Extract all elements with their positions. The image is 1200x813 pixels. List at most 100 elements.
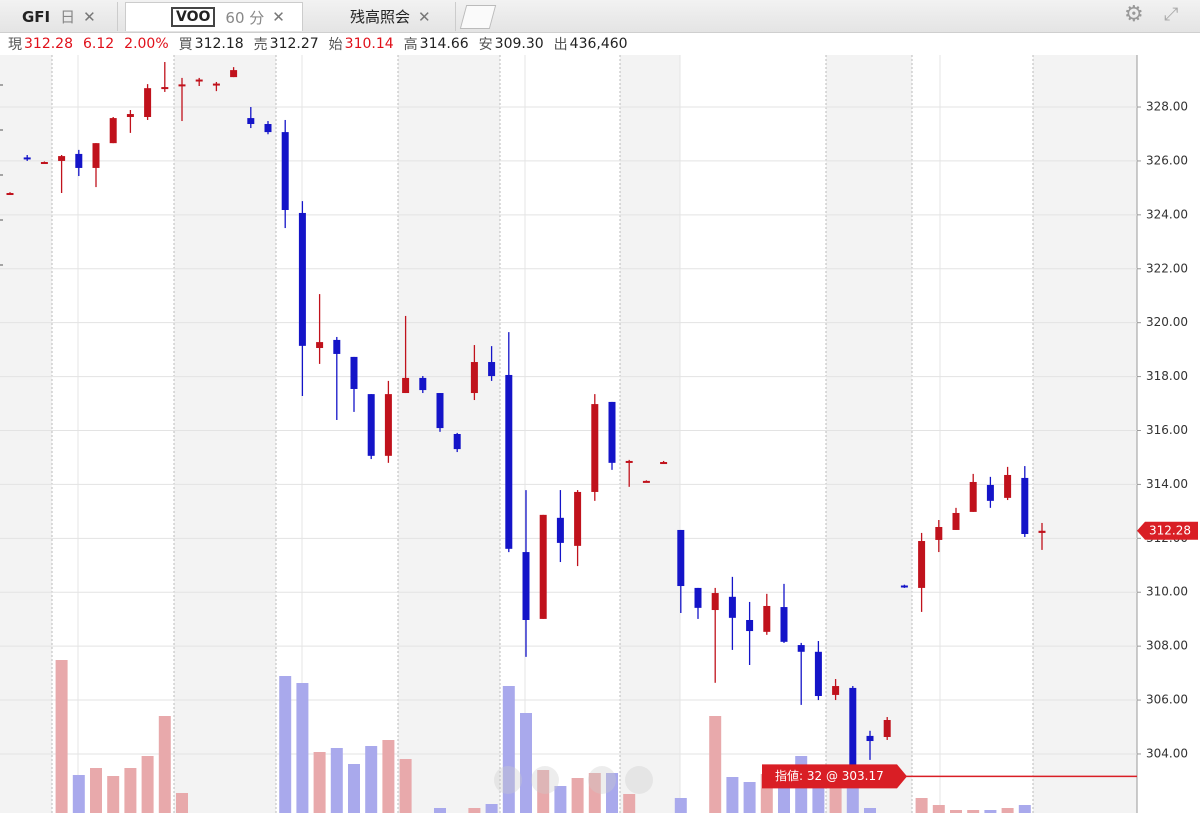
candle-body [453, 434, 461, 450]
candle-body [58, 156, 66, 161]
candle-body [728, 596, 736, 618]
session-shade [1033, 55, 1137, 813]
session-shade [174, 55, 276, 813]
close-icon[interactable]: ✕ [418, 7, 431, 26]
candle-body [797, 645, 805, 652]
volume-bar [468, 808, 481, 813]
candle-body [6, 193, 14, 196]
volume-bar [984, 810, 997, 813]
volume-bar [606, 773, 618, 813]
back-button[interactable] [588, 766, 616, 794]
candle-body [333, 339, 341, 354]
order-tag [762, 764, 907, 789]
quote-value: 6.12 [83, 36, 115, 52]
candle-body [522, 552, 530, 620]
candle-body [298, 212, 306, 346]
candle-body [230, 70, 238, 78]
candle-body [780, 607, 788, 642]
volume-bar [674, 798, 687, 813]
y-tick-label: 328.00 [1146, 100, 1188, 114]
expand-icon[interactable]: ⤢ [1164, 4, 1179, 25]
volume-bar [365, 746, 378, 813]
y-tick-label: 306.00 [1146, 693, 1188, 707]
volume-bar [846, 783, 859, 813]
candle-body [488, 362, 496, 377]
tab-label: VOO [171, 7, 216, 27]
candle-body [1021, 477, 1029, 535]
candle-body [969, 481, 977, 512]
candle-body [92, 143, 100, 168]
tab[interactable]: 残高照会 ✕ [310, 2, 456, 31]
candle-body [883, 720, 891, 737]
quote-bar: 現 312.28 6.12 2.00% 買 312.18 売 312.27 始 310.14 高 31… [8, 34, 638, 54]
candle-body [75, 153, 83, 168]
candle-body [384, 394, 392, 456]
candle-body [660, 462, 668, 465]
volume-bar [90, 768, 102, 813]
volume-bar [55, 660, 68, 813]
volume-bar [623, 794, 636, 813]
candle-body [539, 514, 547, 619]
tab-bar: GFI 日 ✕ VOO 60 分 ✕ 残高照会 ✕ ⚙ ⤢ [0, 0, 1200, 33]
candle-body [281, 132, 289, 210]
candle-body [212, 83, 220, 86]
candle-body [350, 356, 358, 389]
zoom-out-button[interactable] [494, 766, 522, 794]
chart-navigation [494, 766, 653, 794]
candle-body [144, 88, 152, 117]
volume-bar [72, 775, 85, 813]
candle-body [574, 491, 582, 546]
volume-bar [158, 716, 171, 813]
close-icon[interactable]: ✕ [83, 7, 96, 26]
candle-body [866, 735, 874, 742]
candle-body [935, 526, 943, 540]
quote-label: 買 [178, 37, 193, 53]
tab-active[interactable]: VOO 60 分 ✕ [125, 2, 303, 31]
y-tick-label: 314.00 [1146, 477, 1188, 491]
quote-label: 安 [478, 37, 493, 53]
volume-bar [554, 786, 567, 813]
volume-bar [588, 773, 601, 813]
tab[interactable]: GFI 日 ✕ [0, 2, 118, 31]
close-icon[interactable]: ✕ [272, 8, 285, 26]
candle-body [195, 79, 203, 82]
forward-button[interactable] [625, 766, 653, 794]
last-price-tag [1137, 521, 1198, 540]
volume-bar [176, 793, 188, 813]
tab-sub: 60 分 [225, 8, 265, 27]
volume-bar [296, 683, 309, 813]
volume-bar [950, 810, 962, 813]
session-shade [398, 55, 500, 813]
tab-label: GFI [22, 7, 51, 26]
volume-bar [932, 805, 945, 813]
y-tick-label: 326.00 [1146, 153, 1188, 167]
settings-icon[interactable]: ⚙ [1124, 2, 1144, 27]
volume-bar [520, 713, 532, 813]
volume-bar [434, 808, 446, 813]
candle-body [161, 87, 169, 90]
tab-label: 残高照会 [350, 8, 411, 26]
candle-body [900, 585, 908, 588]
candle-body [247, 118, 255, 125]
y-tick-label: 322.00 [1146, 261, 1188, 275]
volume-bar [279, 676, 292, 813]
quote-label: 売 [253, 37, 268, 53]
candle-body [814, 651, 822, 697]
zoom-in-button[interactable] [531, 766, 559, 794]
candle-body [23, 157, 31, 160]
new-tab-button[interactable] [459, 5, 497, 29]
candle-body [763, 605, 771, 632]
volume-bar [726, 777, 739, 813]
y-tick-label: 318.00 [1146, 369, 1188, 383]
candle-body [746, 619, 754, 632]
candle-body [677, 529, 685, 587]
candle-body [264, 124, 272, 133]
session-shade [0, 55, 52, 813]
volume-bar [382, 740, 395, 813]
volume-bar [330, 748, 343, 813]
candle-body [952, 512, 960, 530]
volume-bar [915, 798, 928, 813]
quote-label: 始 [328, 37, 343, 53]
volume-bar [709, 716, 722, 813]
volume-bar [967, 810, 980, 813]
